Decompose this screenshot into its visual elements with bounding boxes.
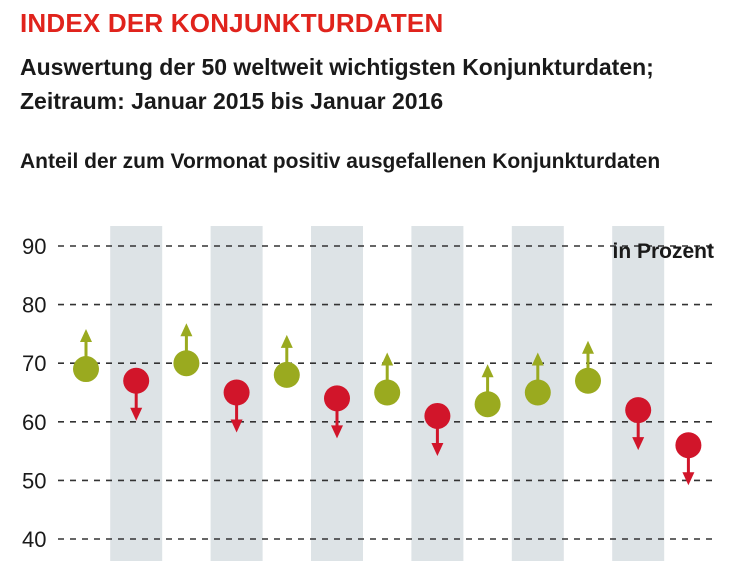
point-marker [474,391,501,418]
data-points [73,323,702,486]
point-marker [173,350,200,377]
data-point [273,334,300,388]
point-marker [374,379,401,406]
y-tick-label: 90 [22,234,46,259]
column-band [612,226,665,561]
data-point [123,367,150,421]
arrow-down-icon [632,437,645,451]
arrow-down-icon [331,425,343,439]
point-marker [575,367,601,394]
data-point [524,352,551,406]
y-axis-labels: 40 50 60 70 80 90 [22,234,46,552]
point-marker [324,385,350,412]
point-marker [675,432,702,459]
chart-title: INDEX DER KONJUNKTURDATEN [20,8,444,38]
data-point [324,385,350,439]
arrow-up-icon [80,329,92,343]
data-point [173,323,200,377]
data-point [424,402,451,456]
data-point [625,397,652,451]
arrow-up-icon [531,352,544,366]
arrow-down-icon [130,407,143,421]
chart-subtitle: Auswertung der 50 weltweit wichtigsten K… [20,54,654,114]
data-point [223,379,250,433]
chart-description: Anteil der zum Vormonat positiv ausgefal… [20,150,661,173]
arrow-up-icon [180,323,193,337]
y-tick-label: 80 [22,293,46,318]
arrow-up-icon [280,334,293,348]
point-marker [625,397,652,424]
arrow-down-icon [230,419,243,433]
arrow-up-icon [582,340,594,354]
unit-label: in Prozent [612,240,714,263]
y-tick-label: 50 [22,468,46,493]
point-marker [123,367,150,394]
arrow-up-icon [481,364,494,378]
point-marker [524,379,551,406]
y-tick-label: 70 [22,351,46,376]
data-point [474,364,501,418]
point-marker [273,361,300,388]
arrow-up-icon [381,352,394,366]
y-tick-label: 60 [22,410,46,435]
data-point [73,329,99,383]
y-tick-label: 40 [22,527,46,552]
column-bands [110,226,665,561]
data-point [575,340,601,394]
arrow-down-icon [682,472,695,486]
data-point [675,432,702,486]
arrow-down-icon [431,442,444,456]
point-marker [73,356,99,383]
data-point [374,352,401,406]
column-band [411,226,464,561]
point-marker [424,402,451,429]
point-marker [223,379,250,406]
